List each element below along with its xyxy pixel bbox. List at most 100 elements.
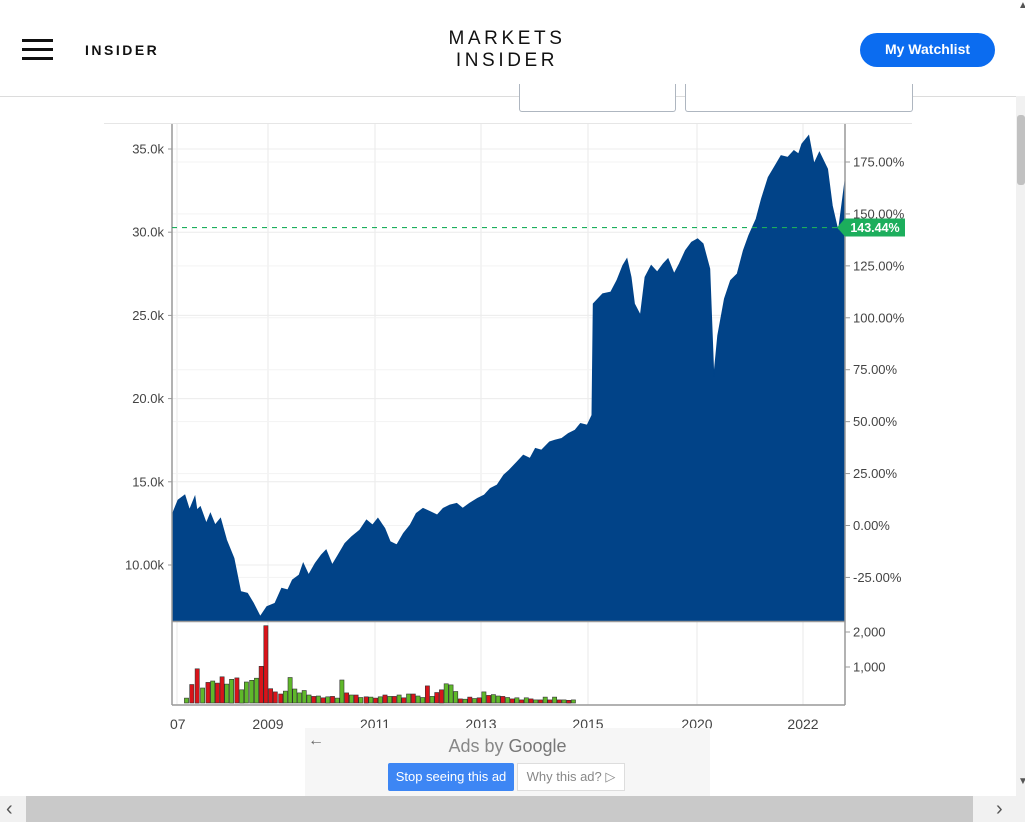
volume-bar xyxy=(239,689,245,704)
volume-bar xyxy=(306,694,312,704)
y-right-tick-label: 50.00% xyxy=(853,414,898,429)
volume-bar xyxy=(373,697,378,704)
volume-bar xyxy=(528,698,534,704)
site-header: INSIDER MARKETS INSIDER My Watchlist xyxy=(0,0,1016,97)
current-value-badge: 143.44% xyxy=(837,218,905,237)
volume-bar xyxy=(377,696,383,704)
volume-tick-label: 1,000 xyxy=(853,660,886,675)
volume-bar xyxy=(542,696,548,704)
volume-bar xyxy=(448,684,454,704)
google-ad-panel: ← Ads by Google Stop seeing this ad Why … xyxy=(305,728,710,796)
volume-bar xyxy=(570,699,576,704)
volume-bar xyxy=(410,693,416,704)
markets-insider-logo[interactable]: MARKETS INSIDER xyxy=(440,28,574,72)
volume-bar xyxy=(415,695,421,704)
volume-bar xyxy=(387,696,393,704)
vertical-scrollbar-thumb[interactable] xyxy=(1017,115,1025,185)
y-right-tick-label: 25.00% xyxy=(853,466,898,481)
volume-bar xyxy=(457,698,463,704)
my-watchlist-button[interactable]: My Watchlist xyxy=(860,33,995,67)
volume-bar xyxy=(509,698,515,704)
volume-bar xyxy=(339,679,345,704)
volume-bar xyxy=(325,696,331,704)
volume-bar xyxy=(268,688,273,704)
y-right-tick-label: 75.00% xyxy=(853,362,898,377)
ads-by-text: Ads by xyxy=(448,736,509,756)
volume-bar xyxy=(533,699,539,704)
volume-bar xyxy=(481,691,487,704)
why-this-ad-button[interactable]: Why this ad? ▷ xyxy=(517,763,625,791)
price-area xyxy=(171,134,846,622)
volume-bar xyxy=(486,695,491,704)
chevron-right-icon[interactable]: › xyxy=(996,798,1003,820)
volume-bar xyxy=(552,696,557,704)
y-right-tick-label: 175.00% xyxy=(853,155,905,170)
volume-bar xyxy=(396,694,402,704)
volume-bar xyxy=(219,676,225,704)
volume-bar xyxy=(348,694,354,704)
volume-bar xyxy=(297,692,302,704)
stop-seeing-ad-button[interactable]: Stop seeing this ad xyxy=(388,763,514,791)
volume-bar xyxy=(420,697,426,704)
y-left-tick-label: 15.0k xyxy=(132,474,164,489)
volume-bar xyxy=(439,689,444,704)
y-right-tick-label: 0.00% xyxy=(853,518,890,533)
volume-bar xyxy=(210,680,216,704)
y-left-tick-label: 10.00k xyxy=(125,558,165,573)
volume-bar xyxy=(391,696,397,704)
volume-bar xyxy=(561,699,567,704)
volume-bar xyxy=(200,687,205,704)
volume-bar xyxy=(453,691,459,704)
google-text: Google xyxy=(508,736,567,756)
volume-bar xyxy=(194,668,200,704)
volume-bar xyxy=(556,699,562,704)
volume-bar xyxy=(462,698,468,704)
volume-bar xyxy=(401,697,407,704)
why-this-ad-label: Why this ad? xyxy=(526,769,602,784)
volume-bar xyxy=(234,677,240,704)
arrow-left-icon[interactable]: ← xyxy=(308,732,324,749)
scroll-down-icon[interactable]: ▼ xyxy=(1018,776,1025,787)
volume-bar xyxy=(538,699,543,704)
volume-bar xyxy=(184,697,189,704)
volume-bar xyxy=(519,699,524,704)
volume-bar xyxy=(523,697,529,704)
volume-bar xyxy=(358,697,364,704)
axis-labels: 35.0k 30.0k 25.0k 20.0k 15.0k 10.00k 175.00% 15… xyxy=(125,142,905,733)
y-right-tick-label: 125.00% xyxy=(853,258,905,273)
volume-bar xyxy=(505,697,510,704)
volume-bar xyxy=(278,693,284,704)
logo-line-insider: INSIDER xyxy=(455,50,559,71)
volume-bar xyxy=(311,696,317,704)
ads-by-google-label: Ads by Google xyxy=(305,736,710,757)
volume-bar xyxy=(320,697,326,704)
volume-bar xyxy=(495,695,501,704)
price-area-series xyxy=(171,134,846,622)
horizontal-scrollbar-thumb[interactable] xyxy=(26,796,973,822)
x-tick-label: 07 xyxy=(170,716,186,732)
chart-compare-dropdown[interactable] xyxy=(685,84,913,112)
y-left-tick-label: 35.0k xyxy=(132,142,164,157)
vertical-scrollbar[interactable] xyxy=(1016,96,1025,796)
chart-period-dropdown[interactable] xyxy=(519,84,676,112)
volume-bar xyxy=(301,690,307,704)
chevron-left-icon[interactable]: ‹ xyxy=(6,798,13,820)
logo-line-markets: MARKETS xyxy=(448,28,566,49)
volume-bar xyxy=(363,696,369,704)
volume-bar xyxy=(263,625,269,704)
chart-axes xyxy=(168,124,850,706)
y-right-tick-label: 150.00% xyxy=(853,206,905,221)
chart-top-border xyxy=(104,123,912,124)
price-chart[interactable]: 35.0k 30.0k 25.0k 20.0k 15.0k 10.00k 175.00% 15… xyxy=(0,0,1016,796)
y-left-tick-label: 25.0k xyxy=(132,308,164,323)
volume-bar xyxy=(249,679,255,704)
y-left-tick-label: 20.0k xyxy=(132,391,164,406)
scroll-up-icon[interactable]: ▲ xyxy=(1018,0,1025,11)
hamburger-menu-icon[interactable] xyxy=(22,39,54,61)
volume-bar xyxy=(254,677,259,704)
volume-bar xyxy=(424,685,430,704)
volume-bar xyxy=(353,694,359,704)
insider-brand-link[interactable]: INSIDER xyxy=(85,42,160,58)
volume-bar xyxy=(244,681,249,704)
volume-bar xyxy=(500,696,506,704)
